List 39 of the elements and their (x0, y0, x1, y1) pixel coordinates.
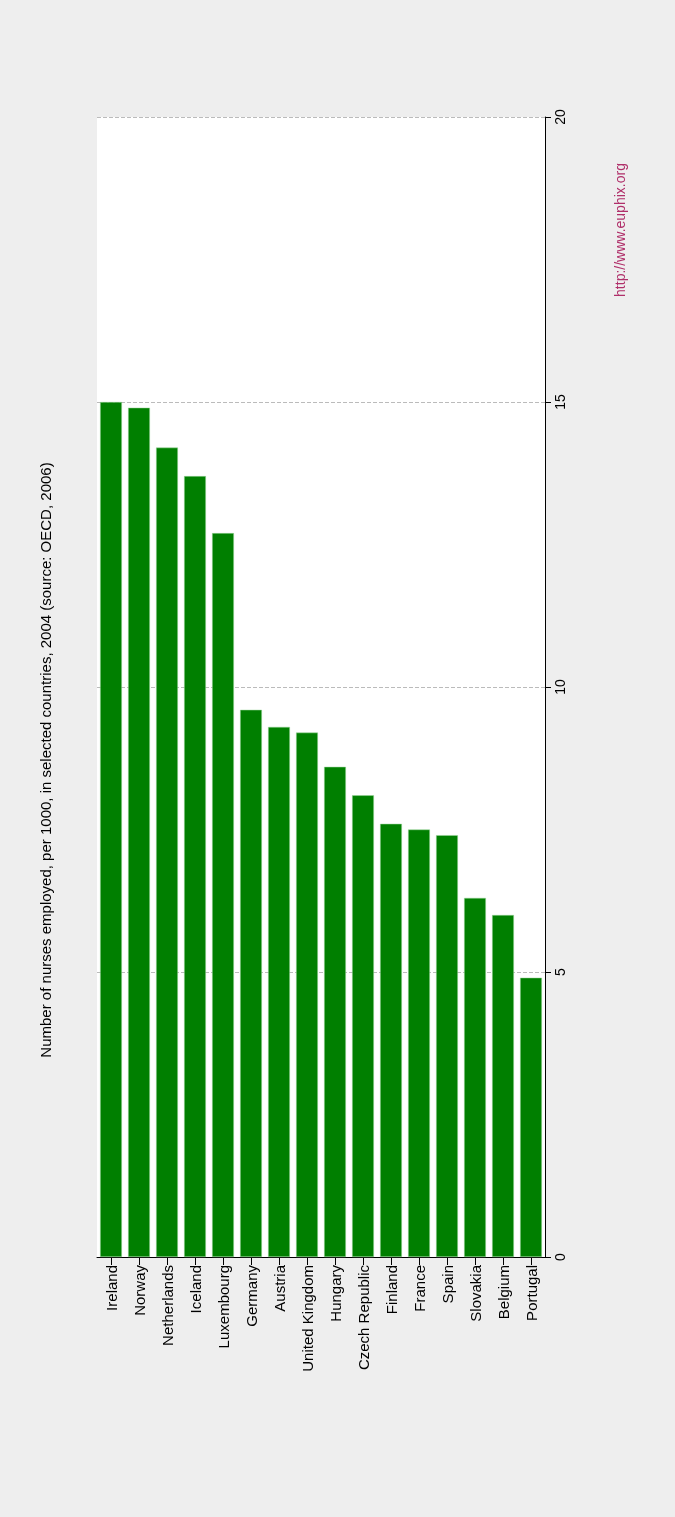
y-tick-label: 0 (552, 1252, 568, 1261)
bar (296, 732, 318, 1257)
bar (100, 402, 122, 1257)
x-tick-label: Austria (270, 1264, 288, 1312)
bar (464, 897, 486, 1257)
y-tick-label: 20 (552, 109, 568, 125)
text: Number of nurses employed, per 1000, in selected countries, 2004 (source: OECD, 2006) (36, 462, 54, 1058)
x-tick-label: Czech Republic (354, 1264, 372, 1371)
bar (268, 726, 290, 1257)
x-tick-label: Luxembourg (214, 1265, 232, 1349)
bar (324, 766, 346, 1257)
x-tick-label: Netherlands (158, 1265, 176, 1346)
bar (184, 476, 206, 1257)
x-tick-label: Slovakia (466, 1264, 484, 1322)
x-tick-label: Iceland (186, 1265, 204, 1314)
bar (436, 835, 458, 1257)
bar (520, 977, 542, 1257)
bar (128, 407, 150, 1257)
x-tick-label: Norway (130, 1264, 148, 1316)
text: http://www.euphix.org (612, 163, 628, 297)
x-tick-label: France (410, 1265, 428, 1312)
x-tick-label: Finland (382, 1265, 400, 1315)
y-tick-label: 5 (552, 967, 568, 976)
x-tick-label: Portugal (522, 1265, 540, 1321)
x-tick-label: Ireland (102, 1265, 120, 1311)
bar (156, 447, 178, 1257)
bar (380, 823, 402, 1257)
x-tick-label: Spain (438, 1265, 456, 1304)
x-tick-label: United Kingdom (298, 1265, 316, 1372)
bar (492, 915, 514, 1257)
y-tick-label: 10 (552, 679, 568, 695)
x-tick-label: Germany (242, 1264, 260, 1327)
y-tick-label: 15 (552, 394, 568, 410)
bar (352, 795, 374, 1257)
x-tick-label: Hungary (326, 1264, 344, 1322)
bar (240, 709, 262, 1257)
x-tick-label: Belgium (494, 1265, 512, 1320)
bar (212, 533, 234, 1257)
bar (408, 829, 430, 1257)
